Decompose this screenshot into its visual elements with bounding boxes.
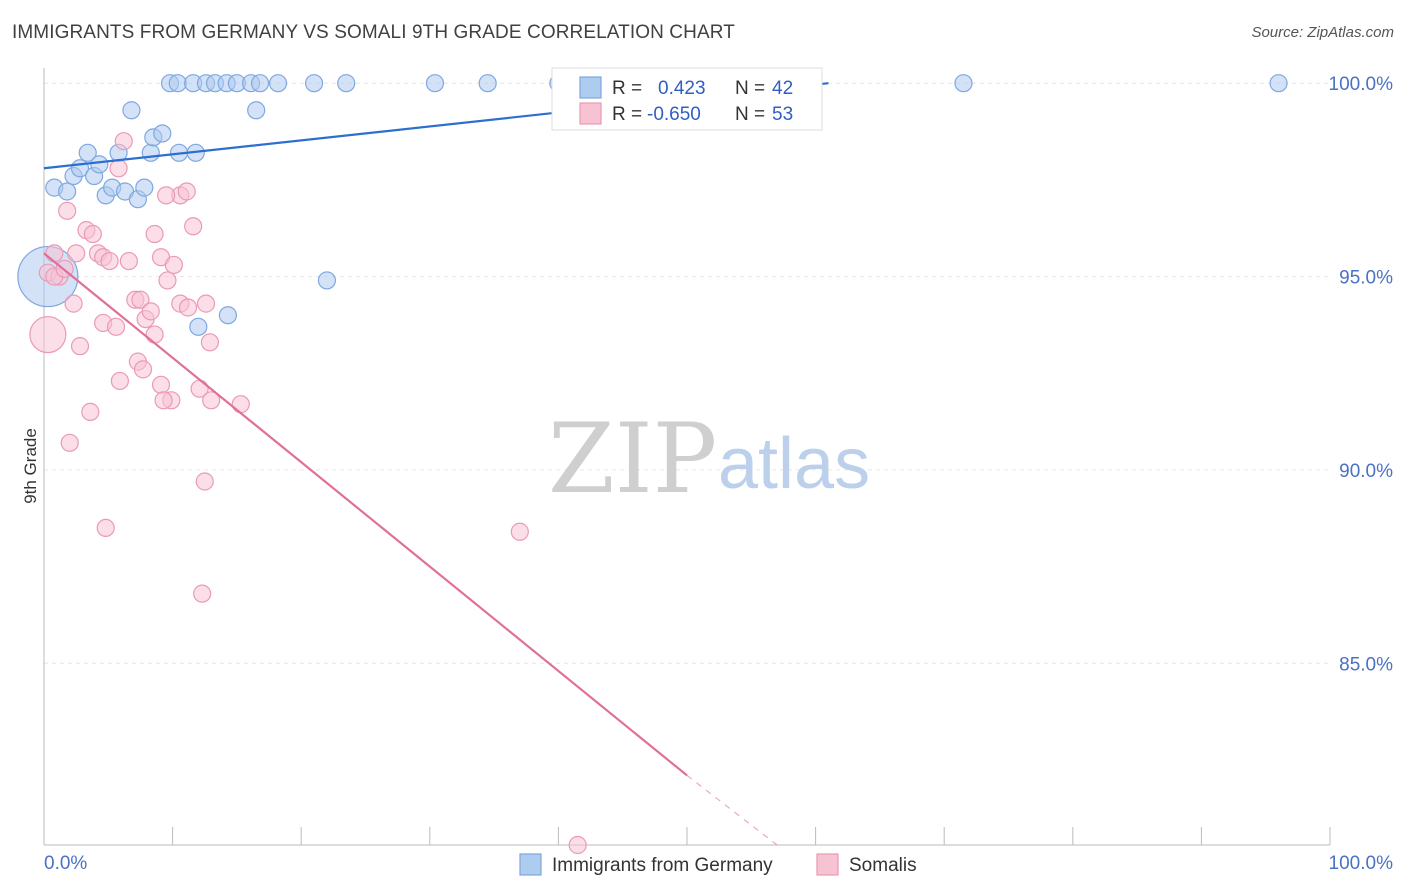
watermark-zip: ZIP — [548, 403, 717, 515]
pink-point-2 — [45, 244, 64, 263]
blue-point-32 — [337, 74, 356, 93]
pink-point-43 — [60, 433, 79, 452]
pink-point-42 — [231, 395, 250, 414]
pink-point-36 — [196, 294, 216, 313]
x-tick-label-0: 0.0% — [44, 853, 87, 874]
y-tick-label-0: 85.0% — [1339, 654, 1393, 675]
chart-source: Source: ZipAtlas.com — [1251, 24, 1394, 41]
y-tick-label-2: 95.0% — [1339, 268, 1393, 289]
blue-point-2 — [58, 182, 77, 201]
watermark-atlas: atlas — [718, 424, 870, 504]
pink-trend-line — [43, 252, 688, 777]
pink-point-16 — [131, 290, 150, 309]
blue-point-40 — [189, 317, 208, 336]
pink-point-31 — [151, 375, 171, 394]
pink-point-24 — [177, 182, 196, 201]
pink-point-48 — [568, 835, 587, 855]
blue-point-34 — [478, 74, 497, 93]
blue-point-41 — [218, 306, 237, 325]
stats-n-label-pink: N = — [735, 104, 765, 125]
blue-point-7 — [90, 155, 109, 174]
stats-r-value-blue: 0.423 — [658, 78, 706, 99]
pink-point-45 — [96, 518, 115, 538]
pink-point-29 — [133, 360, 153, 379]
stats-n-label-blue: N = — [735, 78, 765, 99]
x-tick-label-1: 100.0% — [1329, 853, 1394, 874]
blue-point-30 — [268, 74, 288, 93]
stats-r-value-pink: -0.650 — [647, 104, 701, 125]
pink-point-52 — [157, 186, 176, 205]
pink-point-46 — [193, 584, 212, 603]
stats-legend-box: R = 0.423 N = 42 R = -0.650 N = 53 — [551, 67, 823, 131]
pink-point-47 — [510, 522, 529, 541]
legend-swatch-blue — [519, 853, 542, 876]
blue-point-19 — [122, 101, 141, 120]
blue-point-29 — [250, 74, 270, 93]
pink-point-25 — [184, 217, 203, 236]
y-tick-label-3: 100.0% — [1329, 74, 1394, 95]
pink-point-13 — [114, 132, 133, 151]
bottom-legend: Immigrants from Germany Somalis — [519, 853, 917, 876]
blue-point-37 — [954, 74, 973, 93]
pink-point-8 — [83, 224, 102, 244]
blue-point-20 — [247, 101, 266, 120]
stats-n-value-blue: 42 — [772, 78, 793, 99]
pink-point-19 — [145, 224, 164, 244]
pink-point-34 — [178, 298, 198, 317]
pink-point-5 — [64, 294, 83, 313]
pink-point-27 — [106, 317, 126, 336]
stats-r-label-pink: R = — [612, 104, 642, 125]
axes: 85.0% 90.0% 95.0% 100.0% 0.0% 100.0% — [43, 68, 1394, 874]
blue-point-13 — [135, 178, 154, 197]
stats-r-label-blue: R = — [612, 78, 642, 99]
stats-swatch-pink — [579, 102, 602, 125]
gridlines — [44, 82, 1330, 664]
stats-n-value-pink: 53 — [772, 104, 793, 125]
pink-point-39 — [81, 402, 100, 421]
blue-point-39 — [317, 271, 337, 290]
pink-point-18 — [141, 302, 160, 321]
pink-point-44 — [195, 472, 214, 491]
blue-point-38 — [1269, 74, 1288, 93]
blue-point-5 — [78, 143, 97, 162]
pink-point-4 — [58, 201, 77, 220]
stats-swatch-blue — [579, 76, 602, 99]
legend-label-blue: Immigrants from Germany — [552, 855, 773, 876]
pink-point-21 — [158, 271, 177, 290]
pink-point-22 — [164, 255, 183, 275]
pink-point-50 — [67, 244, 86, 263]
pink-point-0 — [29, 315, 67, 354]
blue-point-22 — [168, 74, 187, 93]
y-tick-label-1: 90.0% — [1339, 461, 1393, 482]
watermark: ZIP atlas — [548, 403, 870, 515]
pink-point-30 — [145, 325, 164, 344]
pink-point-11 — [100, 251, 119, 271]
y-axis-title: 9th Grade — [21, 428, 40, 504]
pink-point-41 — [202, 391, 221, 410]
pink-point-37 — [200, 333, 219, 352]
pink-point-38 — [110, 371, 129, 391]
chart-title: IMMIGRANTS FROM GERMANY VS SOMALI 9TH GR… — [12, 22, 735, 43]
pink-point-40 — [154, 391, 173, 410]
blue-point-14 — [141, 143, 160, 162]
blue-point-16 — [153, 124, 172, 143]
legend-swatch-pink — [816, 853, 839, 876]
pink-point-14 — [119, 251, 138, 271]
pink-trend-extension — [686, 774, 778, 846]
blue-point-31 — [304, 74, 324, 93]
blue-point-33 — [425, 74, 445, 93]
pink-point-6 — [70, 337, 90, 356]
legend-label-pink: Somalis — [849, 855, 917, 876]
pink-point-12 — [109, 159, 128, 178]
